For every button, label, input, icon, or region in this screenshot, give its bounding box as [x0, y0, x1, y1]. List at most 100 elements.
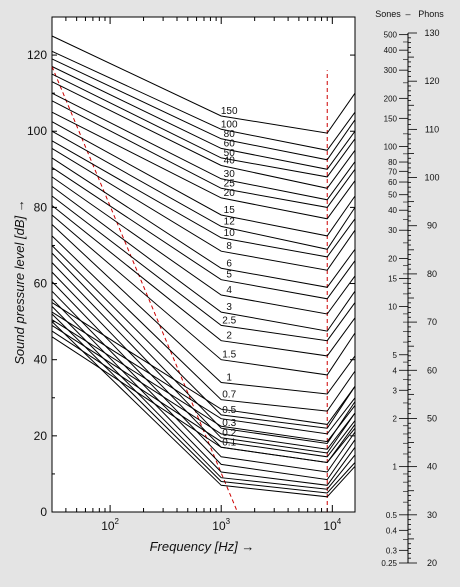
loudness-curve: [51, 235, 356, 412]
loudness-curve: [51, 290, 356, 481]
loudness-curve: [51, 185, 356, 332]
loudness-curve: [51, 336, 356, 464]
y-tick-label: 100: [27, 124, 47, 138]
sone-label: 0.25: [381, 559, 397, 568]
x-tick-label: 104: [323, 517, 341, 533]
loudness-curves: [51, 35, 356, 498]
sone-label: 50: [388, 191, 397, 200]
loudness-curve: [51, 66, 356, 170]
curve-label: 2.5: [222, 315, 236, 326]
curve-label: 4: [226, 285, 232, 296]
loudness-curve: [51, 81, 356, 189]
sone-label: 60: [388, 178, 397, 187]
phon-label: 100: [424, 173, 439, 183]
loudness-curve: [51, 73, 356, 178]
x-tick-base: 10: [101, 519, 115, 533]
curve-label: 10: [224, 228, 236, 239]
loudness-curve: [51, 321, 356, 498]
curve-label: 0.7: [222, 390, 236, 401]
loudness-curve: [51, 147, 356, 271]
y-tick-label: 80: [34, 200, 48, 214]
sone-label: 30: [388, 226, 397, 235]
x-tick-exponent: 4: [337, 517, 342, 526]
phon-label: 130: [424, 28, 439, 38]
sone-label: 3: [393, 386, 398, 395]
sone-label: 300: [384, 66, 398, 75]
curve-label: 20: [224, 188, 236, 199]
sone-label: 200: [384, 94, 398, 103]
sone-label: 15: [388, 274, 397, 283]
loudness-curve: [51, 224, 356, 395]
loudness-curve: [51, 302, 356, 425]
y-axis-label: Sound pressure level [dB] →: [12, 199, 27, 364]
curve-label: 40: [224, 156, 236, 167]
sone-label: 1: [393, 463, 398, 472]
loudness-curve: [51, 140, 356, 258]
phon-label: 110: [425, 124, 439, 134]
loudness-curve: [51, 166, 356, 300]
loudness-curve: [51, 262, 356, 454]
phon-label: 120: [424, 76, 439, 86]
phon-label: 40: [427, 462, 437, 472]
scale-header-phons: Phons: [418, 9, 444, 19]
loudness-curve: [51, 214, 356, 376]
curve-label: 30: [224, 169, 236, 180]
sone-label: 10: [388, 303, 397, 312]
loudness-curve: [51, 50, 356, 151]
sone-label: 4: [393, 366, 398, 375]
loudness-curve: [51, 324, 356, 450]
curve-label: 1.5: [222, 350, 236, 361]
phon-label: 20: [427, 558, 437, 568]
x-tick-label: 103: [212, 517, 230, 533]
curve-label: 50: [224, 148, 236, 159]
curve-label: 0.5: [222, 405, 236, 416]
loudness-curve: [51, 245, 356, 429]
sone-label: 2: [393, 414, 398, 423]
curve-label: 0.3: [222, 418, 236, 429]
curve-label: 3: [226, 302, 232, 313]
scale-header-dash: –: [405, 9, 410, 19]
x-axis-label: Frequency [Hz] →: [150, 539, 255, 554]
sone-label: 0.4: [386, 526, 398, 535]
curve-label: 80: [224, 129, 236, 140]
loudness-curve: [51, 176, 356, 315]
loudness-curve: [51, 298, 356, 486]
curve-label: 0.1: [222, 437, 236, 448]
loudness-curve: [51, 130, 356, 250]
x-axis: 102 103 104: [51, 17, 342, 533]
loudness-curve: [51, 311, 356, 435]
plot-area: [51, 16, 356, 513]
phon-label: 90: [427, 221, 437, 231]
curve-label: 25: [224, 178, 236, 189]
loudness-curve: [51, 195, 356, 342]
loudness-curve: [51, 100, 356, 208]
curve-label: 100: [221, 119, 238, 130]
loudness-curve: [51, 92, 356, 201]
sone-label: 0.5: [386, 511, 398, 520]
curve-label: 2: [226, 331, 232, 342]
y-tick-label: 60: [34, 277, 48, 291]
curve-label: 60: [224, 138, 236, 149]
loudness-curve: [51, 58, 356, 161]
sone-label: 0.3: [386, 546, 398, 555]
y-tick-label: 40: [34, 353, 48, 367]
curve-label: 15: [224, 205, 236, 216]
phon-label: 70: [427, 317, 437, 327]
curve-label: 8: [226, 241, 232, 252]
sone-label: 400: [384, 46, 398, 55]
y-tick-label: 120: [27, 48, 47, 62]
phon-label: 60: [427, 365, 437, 375]
loudness-curve: [51, 121, 356, 237]
sone-label: 500: [384, 31, 398, 40]
loudness-curve: [51, 205, 356, 357]
curve-label: 5: [226, 270, 232, 281]
phon-label: 80: [427, 269, 437, 279]
sone-label: 20: [388, 254, 397, 263]
x-tick-exponent: 2: [115, 517, 120, 526]
y-tick-label: 0: [40, 505, 47, 519]
x-tick-label: 102: [101, 517, 119, 533]
loudness-curve: [51, 111, 356, 220]
sone-label: 80: [388, 158, 397, 167]
